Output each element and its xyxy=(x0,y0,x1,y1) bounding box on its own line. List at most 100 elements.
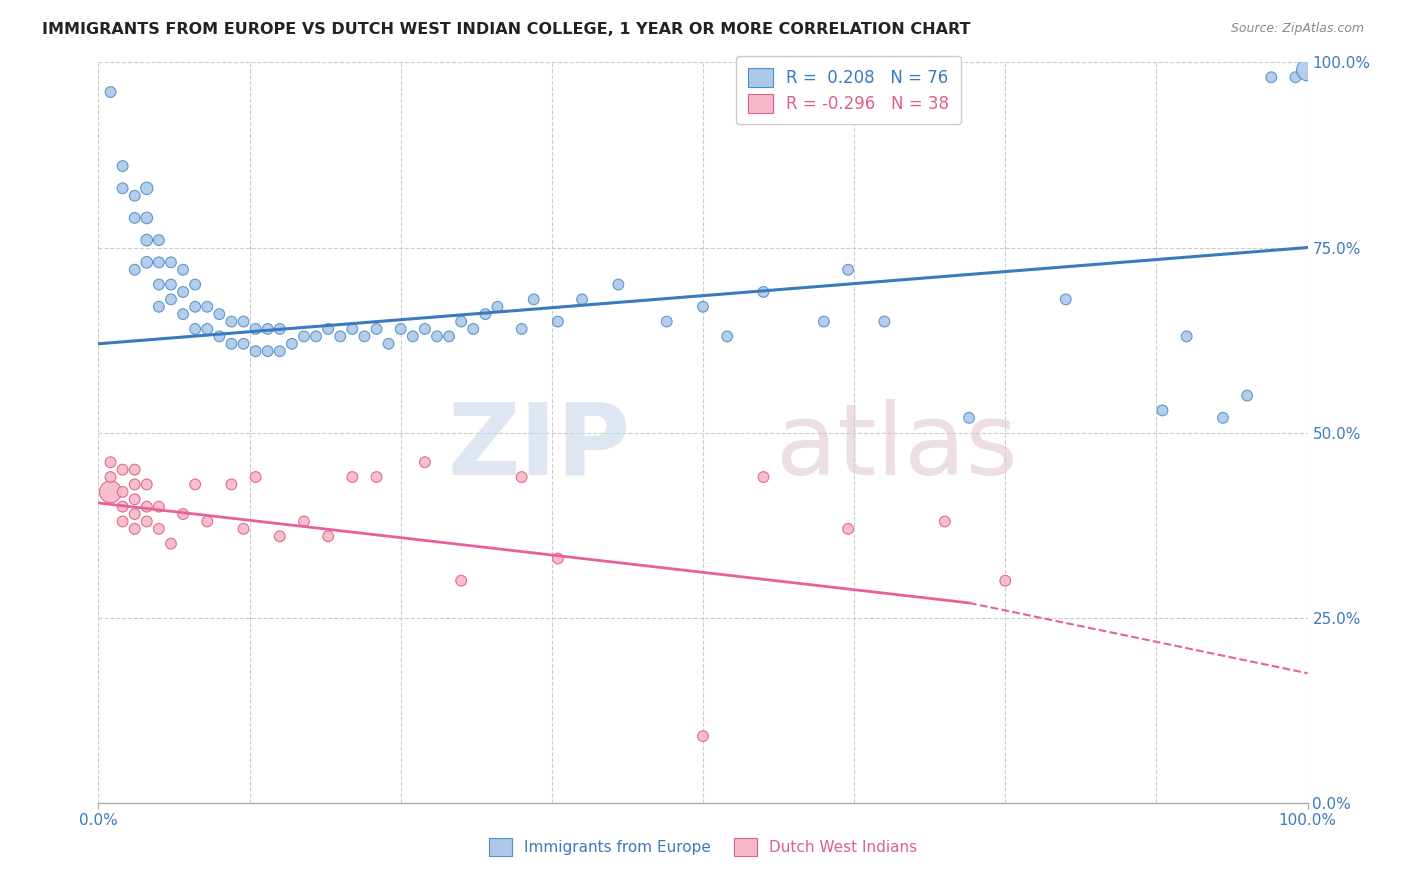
Point xyxy=(510,322,533,336)
Point xyxy=(111,181,134,195)
Point xyxy=(184,322,207,336)
Point xyxy=(450,314,472,328)
Point xyxy=(510,470,533,484)
Point xyxy=(124,462,146,476)
Point xyxy=(172,307,194,321)
Point xyxy=(172,507,194,521)
Point xyxy=(160,277,183,292)
Point xyxy=(184,477,207,491)
Point xyxy=(934,515,956,529)
Point xyxy=(124,492,146,507)
Point xyxy=(111,462,134,476)
Point xyxy=(208,307,231,321)
Point xyxy=(124,188,146,202)
Point xyxy=(111,484,134,499)
Point xyxy=(813,314,835,328)
Point xyxy=(232,314,254,328)
Point xyxy=(1212,410,1234,425)
Point xyxy=(100,470,122,484)
Point xyxy=(172,262,194,277)
Text: IMMIGRANTS FROM EUROPE VS DUTCH WEST INDIAN COLLEGE, 1 YEAR OR MORE CORRELATION : IMMIGRANTS FROM EUROPE VS DUTCH WEST IND… xyxy=(42,22,970,37)
Point xyxy=(269,322,291,336)
Point xyxy=(256,322,278,336)
Point xyxy=(752,285,775,299)
Point xyxy=(135,233,157,247)
Point xyxy=(837,522,859,536)
Point xyxy=(366,470,388,484)
Point xyxy=(111,159,134,173)
Point xyxy=(305,329,328,343)
Point xyxy=(124,262,146,277)
Point xyxy=(413,322,436,336)
Point xyxy=(269,529,291,543)
Point xyxy=(655,314,678,328)
Point xyxy=(195,322,218,336)
Point xyxy=(377,336,399,351)
Point xyxy=(450,574,472,588)
Point xyxy=(124,477,146,491)
Point xyxy=(486,300,509,314)
Point xyxy=(195,515,218,529)
Point xyxy=(281,336,304,351)
Point xyxy=(316,322,339,336)
Point xyxy=(148,500,170,514)
Point xyxy=(463,322,485,336)
Point xyxy=(692,729,714,743)
Point xyxy=(195,300,218,314)
Point xyxy=(523,293,546,307)
Point xyxy=(100,85,122,99)
Point xyxy=(148,300,170,314)
Point xyxy=(221,477,243,491)
Point xyxy=(1152,403,1174,417)
Point xyxy=(135,477,157,491)
Point xyxy=(752,470,775,484)
Point xyxy=(184,300,207,314)
Point xyxy=(245,470,267,484)
Point xyxy=(426,329,449,343)
Point xyxy=(474,307,496,321)
Text: ZIP: ZIP xyxy=(447,399,630,496)
Point xyxy=(1054,293,1077,307)
Point xyxy=(716,329,738,343)
Point xyxy=(256,344,278,359)
Point xyxy=(124,211,146,225)
Point xyxy=(100,455,122,469)
Point xyxy=(1236,388,1258,402)
Point xyxy=(148,255,170,269)
Point xyxy=(160,255,183,269)
Point xyxy=(292,515,315,529)
Point xyxy=(957,410,980,425)
Point xyxy=(245,322,267,336)
Point xyxy=(135,500,157,514)
Point xyxy=(172,285,194,299)
Point xyxy=(135,255,157,269)
Point xyxy=(184,277,207,292)
Point xyxy=(547,551,569,566)
Point xyxy=(413,455,436,469)
Point xyxy=(692,300,714,314)
Point xyxy=(607,277,630,292)
Point xyxy=(124,507,146,521)
Point xyxy=(232,336,254,351)
Point xyxy=(124,522,146,536)
Point xyxy=(437,329,460,343)
Point xyxy=(160,536,183,550)
Point xyxy=(269,344,291,359)
Text: atlas: atlas xyxy=(776,399,1017,496)
Point xyxy=(111,515,134,529)
Point xyxy=(329,329,352,343)
Point xyxy=(208,329,231,343)
Point xyxy=(111,500,134,514)
Point xyxy=(353,329,375,343)
Point xyxy=(100,484,122,499)
Point xyxy=(245,344,267,359)
Point xyxy=(837,262,859,277)
Point xyxy=(148,233,170,247)
Point xyxy=(160,293,183,307)
Point xyxy=(232,522,254,536)
Point xyxy=(366,322,388,336)
Point xyxy=(221,314,243,328)
Point xyxy=(1260,70,1282,85)
Point xyxy=(547,314,569,328)
Point xyxy=(221,336,243,351)
